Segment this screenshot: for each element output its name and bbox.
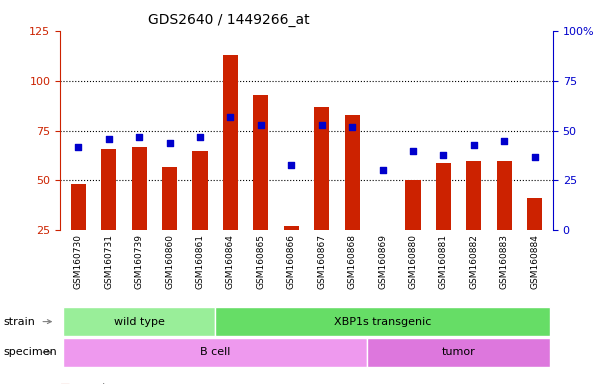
Bar (162, 167, 177, 230)
Point (195, 134, 205, 140)
Bar (192, 151, 207, 230)
Text: GSM160884: GSM160884 (530, 234, 539, 289)
Bar (223, 55, 238, 230)
Text: tumor: tumor (442, 347, 475, 358)
Bar (436, 162, 451, 230)
Bar (314, 107, 329, 230)
Point (439, 151, 448, 157)
Text: GSM160730: GSM160730 (74, 234, 83, 289)
Bar (406, 180, 421, 230)
Point (256, 121, 266, 127)
Bar (63, 338, 367, 367)
Text: specimen: specimen (3, 347, 56, 358)
Point (73, 144, 83, 150)
Point (378, 167, 388, 174)
Text: count: count (75, 383, 106, 384)
Text: GSM160864: GSM160864 (226, 234, 235, 289)
Text: GSM160867: GSM160867 (317, 234, 326, 289)
Point (408, 147, 418, 154)
Bar (132, 147, 147, 230)
Text: GSM160880: GSM160880 (409, 234, 418, 289)
Point (469, 141, 478, 147)
Point (165, 139, 174, 146)
Point (104, 136, 114, 142)
Text: B cell: B cell (200, 347, 230, 358)
Text: GSM160881: GSM160881 (439, 234, 448, 289)
Bar (375, 230, 390, 232)
Text: GSM160869: GSM160869 (378, 234, 387, 289)
Bar (63, 307, 215, 336)
Text: GSM160860: GSM160860 (165, 234, 174, 289)
Text: GSM160868: GSM160868 (347, 234, 356, 289)
Point (317, 121, 326, 127)
Point (499, 137, 509, 144)
Bar (367, 338, 550, 367)
Text: GSM160883: GSM160883 (500, 234, 508, 289)
Bar (466, 161, 481, 230)
Text: GSM160739: GSM160739 (135, 234, 144, 289)
Text: GSM160865: GSM160865 (257, 234, 266, 289)
Text: wild type: wild type (114, 316, 165, 327)
Bar (215, 307, 550, 336)
Bar (284, 227, 299, 230)
Text: ■: ■ (60, 383, 70, 384)
Bar (253, 94, 269, 230)
Point (287, 161, 296, 167)
Text: XBP1s transgenic: XBP1s transgenic (334, 316, 432, 327)
Bar (496, 161, 512, 230)
Bar (527, 199, 542, 230)
Bar (71, 184, 86, 230)
Text: GSM160731: GSM160731 (105, 234, 113, 289)
Text: GSM160866: GSM160866 (287, 234, 296, 289)
Point (347, 124, 357, 130)
Text: strain: strain (3, 316, 35, 327)
Bar (101, 149, 117, 230)
Bar (344, 114, 360, 230)
Point (530, 154, 540, 160)
Point (225, 114, 235, 120)
Point (135, 134, 144, 140)
Text: GSM160861: GSM160861 (195, 234, 204, 289)
Text: GSM160882: GSM160882 (469, 234, 478, 289)
Text: GDS2640 / 1449266_at: GDS2640 / 1449266_at (148, 13, 309, 27)
